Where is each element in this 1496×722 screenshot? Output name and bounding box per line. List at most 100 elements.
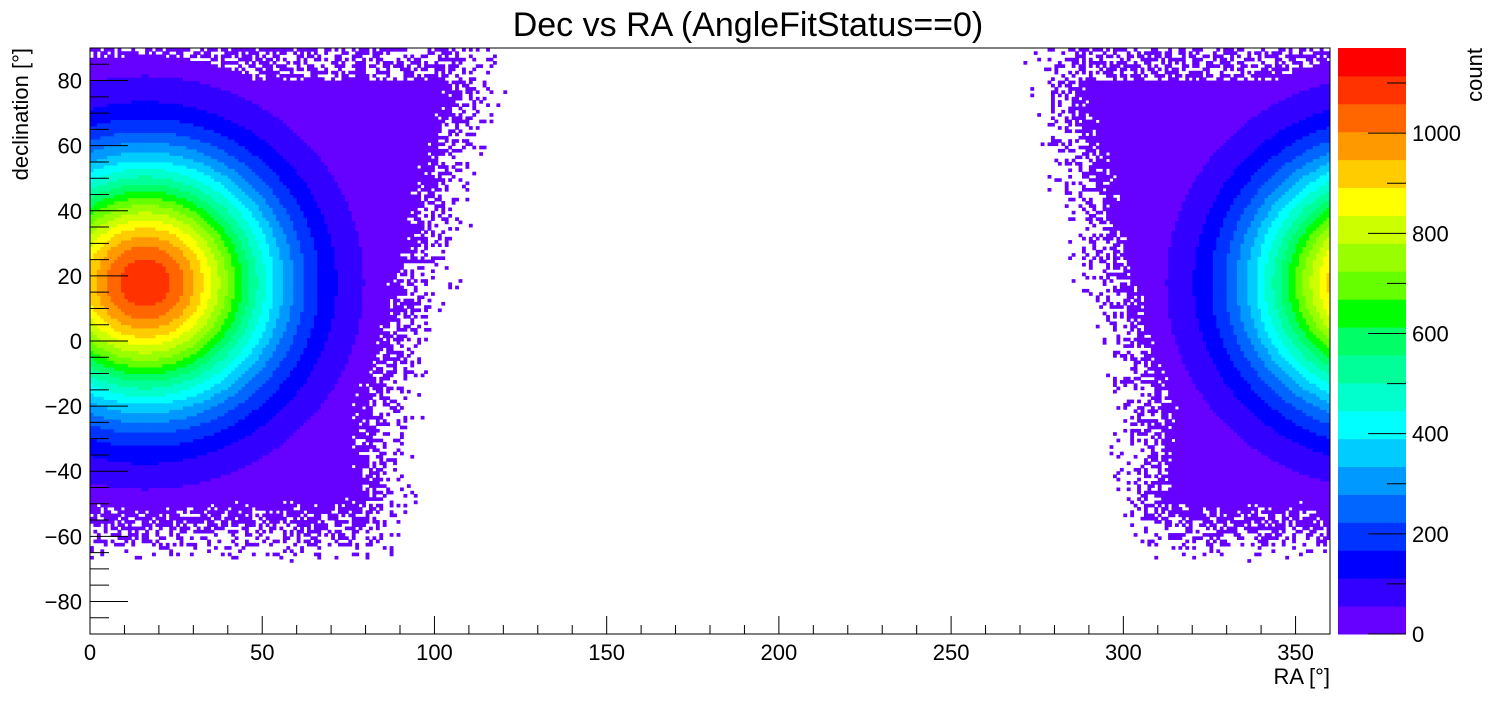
heatmap-cell	[307, 422, 311, 427]
heatmap-cell	[110, 467, 115, 472]
heatmap-cell	[145, 428, 149, 433]
heatmap-cell	[245, 520, 249, 524]
heatmap-cell	[165, 497, 170, 501]
heatmap-cell	[1209, 549, 1214, 554]
heatmap-cell	[358, 477, 363, 482]
heatmap-cell	[1171, 484, 1176, 488]
heatmap-cell	[155, 441, 160, 446]
heatmap-cell	[258, 412, 263, 417]
heatmap-cell	[158, 435, 163, 440]
heatmap-cell	[351, 454, 356, 459]
heatmap-cell	[1319, 461, 1324, 466]
heatmap-cell	[1192, 461, 1197, 466]
heatmap-cell	[200, 467, 205, 472]
heatmap-cell	[1206, 451, 1210, 456]
heatmap-cell	[303, 520, 308, 524]
heatmap-cell	[310, 471, 315, 475]
heatmap-cell	[393, 438, 397, 443]
heatmap-cell	[344, 507, 349, 511]
heatmap-cell	[93, 415, 98, 420]
heatmap-cell	[1302, 425, 1307, 430]
heatmap-cell	[134, 422, 139, 427]
heatmap-cell	[224, 477, 229, 482]
heatmap-cell	[1195, 419, 1200, 423]
heatmap-cell	[152, 435, 156, 440]
heatmap-cell	[355, 529, 360, 534]
heatmap-cell	[310, 484, 315, 488]
heatmap-cell	[124, 516, 129, 521]
heatmap-cell	[245, 464, 249, 469]
heatmap-cell	[1285, 507, 1290, 511]
heatmap-cell	[162, 409, 167, 414]
heatmap-cell	[138, 422, 143, 427]
heatmap-cell	[269, 513, 273, 518]
heatmap-cell	[269, 464, 273, 469]
heatmap-cell	[362, 448, 366, 453]
heatmap-cell	[231, 520, 236, 524]
heatmap-cell	[1243, 467, 1248, 472]
heatmap-cell	[1192, 432, 1197, 436]
heatmap-cell	[176, 507, 180, 511]
heatmap-cell	[124, 474, 129, 479]
heatmap-cell	[248, 432, 253, 436]
heatmap-cell	[313, 480, 318, 485]
heatmap-cell	[1305, 435, 1310, 440]
heatmap-cell	[217, 441, 222, 446]
heatmap-cell	[134, 461, 139, 466]
heatmap-cell	[1243, 428, 1248, 433]
heatmap-cell	[158, 503, 163, 508]
heatmap-cell	[172, 412, 177, 417]
heatmap-cell	[1216, 445, 1221, 449]
heatmap-cell	[255, 451, 260, 456]
heatmap-cell	[331, 435, 335, 440]
heatmap-cell	[1181, 474, 1186, 479]
heatmap-cell	[272, 526, 277, 531]
heatmap-cell	[103, 458, 108, 462]
heatmap-cell	[1278, 526, 1283, 531]
heatmap-cell	[320, 458, 325, 462]
heatmap-cell	[293, 471, 298, 475]
heatmap-cell	[1299, 507, 1303, 511]
heatmap-cell	[145, 409, 149, 414]
heatmap-cell	[303, 441, 308, 446]
heatmap-cell	[214, 409, 218, 414]
heatmap-cell	[145, 520, 149, 524]
heatmap-cell	[1316, 412, 1321, 417]
heatmap-cell	[341, 412, 346, 417]
heatmap-cell	[1178, 497, 1183, 501]
heatmap-cell	[96, 432, 101, 436]
heatmap-cell	[265, 415, 270, 420]
heatmap-cell	[238, 549, 242, 554]
heatmap-cell	[251, 454, 256, 459]
heatmap-cell	[1285, 490, 1290, 495]
heatmap-cell	[1147, 542, 1152, 547]
heatmap-cell	[1264, 448, 1269, 453]
heatmap-cell	[369, 484, 373, 488]
heatmap-cell	[358, 490, 363, 495]
heatmap-cell	[1209, 513, 1214, 518]
heatmap-cell	[369, 425, 373, 430]
heatmap-cell	[124, 494, 129, 498]
heatmap-cell	[331, 409, 335, 414]
heatmap-cell	[341, 432, 346, 436]
heatmap-cell	[341, 422, 346, 427]
heatmap-cell	[296, 467, 301, 472]
heatmap-cell	[1302, 487, 1307, 492]
heatmap-cell	[121, 422, 125, 427]
heatmap-cell	[210, 415, 215, 420]
heatmap-cell	[324, 490, 329, 495]
heatmap-cell	[334, 490, 339, 495]
heatmap-cell	[251, 471, 256, 475]
heatmap-cell	[127, 432, 132, 436]
heatmap-cell	[203, 480, 208, 485]
heatmap-cell	[1216, 549, 1221, 554]
heatmap-cell	[1178, 425, 1183, 430]
heatmap-cell	[134, 412, 139, 417]
heatmap-cell	[1278, 461, 1283, 466]
heatmap-cell	[1281, 425, 1286, 430]
heatmap-cell	[344, 520, 349, 524]
heatmap-cell	[103, 507, 108, 511]
heatmap-cell	[96, 448, 101, 453]
heatmap-cell	[141, 471, 146, 475]
heatmap-cell	[375, 539, 380, 544]
